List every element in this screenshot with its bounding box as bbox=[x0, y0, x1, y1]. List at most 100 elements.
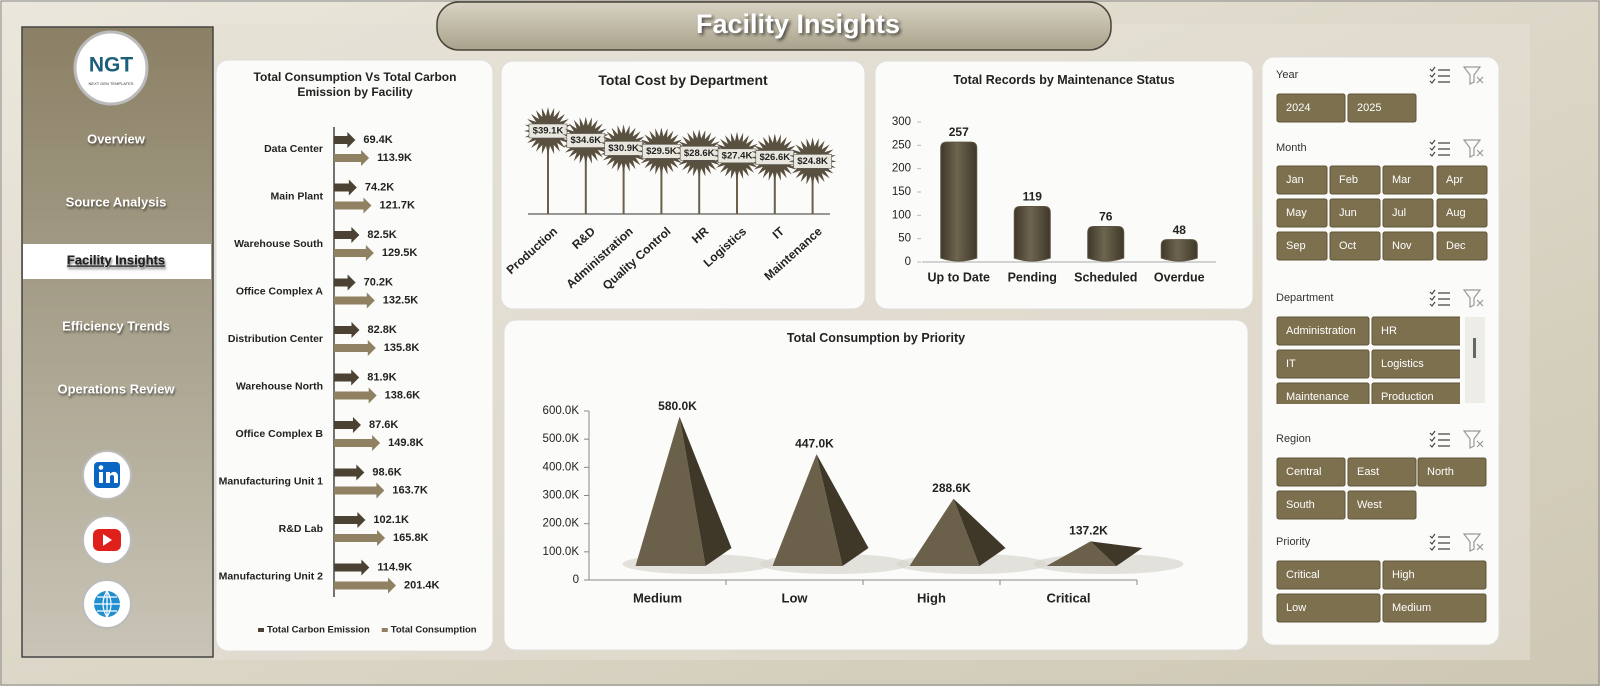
slicer-button[interactable] bbox=[1276, 593, 1381, 623]
arrow-bar bbox=[334, 150, 370, 166]
slicer-button[interactable] bbox=[1382, 560, 1487, 590]
slicer-item[interactable]: Apr bbox=[1446, 174, 1463, 186]
slicer-item[interactable]: Mar bbox=[1392, 174, 1411, 186]
slicer-button[interactable] bbox=[1276, 490, 1346, 520]
slicer-item[interactable]: Nov bbox=[1392, 240, 1412, 252]
category-label: Up to Date bbox=[928, 270, 991, 284]
slicer-title: Year bbox=[1276, 69, 1299, 81]
slicer-button[interactable] bbox=[1417, 457, 1487, 487]
category-label: Data Center bbox=[264, 143, 323, 155]
slicer-item[interactable]: Administration bbox=[1286, 325, 1356, 337]
pyramid-side bbox=[679, 416, 732, 566]
slicer-item[interactable]: Jun bbox=[1339, 207, 1357, 219]
slicer-button[interactable] bbox=[1382, 165, 1434, 195]
slicer-button[interactable] bbox=[1382, 231, 1434, 261]
slicer-item[interactable]: North bbox=[1427, 466, 1454, 478]
slicer-item[interactable]: Production bbox=[1381, 391, 1434, 403]
multi-select-icon[interactable] bbox=[1429, 430, 1450, 448]
slicer-button[interactable] bbox=[1276, 198, 1328, 228]
slicer-item[interactable]: Logistics bbox=[1381, 358, 1424, 370]
slicer-button[interactable] bbox=[1436, 165, 1488, 195]
nav-item[interactable]: Facility Insights bbox=[67, 252, 165, 267]
slicer-button[interactable] bbox=[1371, 382, 1464, 411]
value-label: 81.9K bbox=[367, 371, 396, 383]
category-label: Pending bbox=[1008, 270, 1057, 284]
bar bbox=[1087, 226, 1125, 262]
slicer-button[interactable] bbox=[1276, 349, 1370, 379]
bar bbox=[1013, 205, 1051, 262]
slicer-item[interactable]: High bbox=[1392, 569, 1415, 581]
value-label: $29.5K bbox=[646, 146, 677, 157]
slicer-button[interactable] bbox=[1347, 490, 1417, 520]
slicer-button[interactable] bbox=[1276, 165, 1328, 195]
multi-select-icon[interactable] bbox=[1429, 139, 1450, 157]
slicer-button[interactable] bbox=[1276, 231, 1328, 261]
category-label: Office Complex B bbox=[235, 428, 323, 440]
slicer-button[interactable] bbox=[1329, 198, 1381, 228]
nav-item[interactable]: Operations Review bbox=[57, 381, 175, 396]
slicer-button[interactable] bbox=[1276, 316, 1370, 346]
slicer-button[interactable] bbox=[1371, 316, 1464, 346]
slicer-item[interactable]: Low bbox=[1286, 602, 1306, 614]
slicer-item[interactable]: East bbox=[1357, 466, 1379, 478]
clear-filter-icon[interactable] bbox=[1462, 66, 1484, 85]
slicer-button[interactable] bbox=[1329, 165, 1381, 195]
slicer-item[interactable]: Aug bbox=[1446, 207, 1466, 219]
slicer-item[interactable]: Sep bbox=[1286, 240, 1306, 252]
slicer-item[interactable]: West bbox=[1357, 499, 1382, 511]
linkedin-glyph bbox=[99, 472, 103, 483]
slicer-item[interactable]: Medium bbox=[1392, 602, 1431, 614]
nav-item[interactable]: Overview bbox=[87, 131, 146, 146]
slicer-button[interactable] bbox=[1347, 93, 1417, 123]
slicer-button[interactable] bbox=[1382, 198, 1434, 228]
nav-item[interactable]: Efficiency Trends bbox=[62, 318, 170, 333]
slicer-item[interactable]: Jan bbox=[1286, 174, 1304, 186]
slicer-button[interactable] bbox=[1276, 382, 1370, 411]
slicer-item[interactable]: IT bbox=[1286, 358, 1296, 370]
clear-filter-icon[interactable] bbox=[1462, 139, 1484, 158]
y-tick-label: 0 bbox=[905, 256, 911, 268]
slicer-button[interactable] bbox=[1329, 231, 1381, 261]
slicer-item[interactable]: May bbox=[1286, 207, 1307, 219]
slicer-button[interactable] bbox=[1276, 93, 1346, 123]
clear-filter-icon[interactable] bbox=[1462, 430, 1484, 449]
slicer-button[interactable] bbox=[1276, 457, 1346, 487]
slicer-button[interactable] bbox=[1382, 593, 1487, 623]
slicer-item[interactable]: South bbox=[1286, 499, 1315, 511]
slicer-item[interactable]: Dec bbox=[1446, 240, 1466, 252]
clear-filter-icon[interactable] bbox=[1462, 289, 1484, 308]
slicer-item[interactable]: 2024 bbox=[1286, 102, 1310, 114]
slicer-button[interactable] bbox=[1436, 198, 1488, 228]
value-label-box bbox=[793, 154, 832, 169]
slicer-button[interactable] bbox=[1276, 560, 1381, 590]
nav-item[interactable]: Source Analysis bbox=[66, 194, 167, 209]
slicer-item[interactable]: 2025 bbox=[1357, 102, 1381, 114]
y-tick-label: 400.0K bbox=[543, 461, 580, 473]
slicer-item[interactable]: Central bbox=[1286, 466, 1321, 478]
slicer-item[interactable]: Jul bbox=[1392, 207, 1406, 219]
value-label: 119 bbox=[1023, 190, 1043, 204]
value-label: $34.6K bbox=[570, 135, 601, 146]
slicer-item[interactable]: Oct bbox=[1339, 240, 1356, 252]
arrow-bar bbox=[334, 577, 396, 594]
slicer-button[interactable] bbox=[1371, 349, 1464, 379]
scrollbar-thumb[interactable] bbox=[1473, 338, 1476, 358]
logo-circle bbox=[73, 30, 149, 106]
value-label-box bbox=[528, 123, 568, 139]
value-label: 288.6K bbox=[932, 481, 971, 495]
slicer-item[interactable]: Critical bbox=[1286, 569, 1320, 581]
logo-mark: NGT bbox=[89, 54, 134, 77]
category-label: Office Complex A bbox=[236, 285, 324, 297]
clear-filter-icon[interactable] bbox=[1462, 533, 1484, 552]
nav-active bbox=[23, 244, 211, 279]
slicer-item[interactable]: Feb bbox=[1339, 174, 1358, 186]
multi-select-icon[interactable] bbox=[1429, 66, 1450, 84]
category-label: Scheduled bbox=[1074, 270, 1137, 284]
chart-title-box: Total Cost by Department bbox=[598, 72, 767, 88]
slicer-button[interactable] bbox=[1436, 231, 1488, 261]
slicer-button[interactable] bbox=[1347, 457, 1417, 487]
multi-select-icon[interactable] bbox=[1429, 289, 1450, 307]
slicer-item[interactable]: Maintenance bbox=[1286, 391, 1349, 403]
slicer-item[interactable]: HR bbox=[1381, 325, 1397, 337]
multi-select-icon[interactable] bbox=[1429, 533, 1450, 551]
